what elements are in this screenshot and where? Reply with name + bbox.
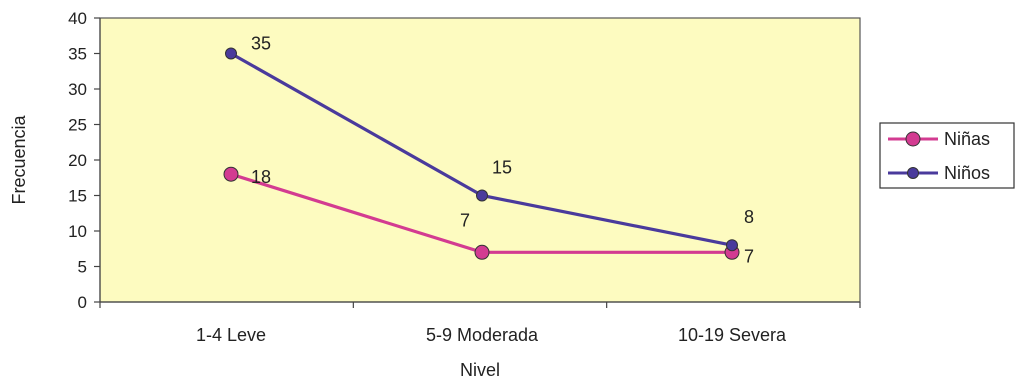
data-label: 7 [460,210,470,230]
legend-marker [907,167,919,179]
x-axis-title: Nivel [460,360,500,380]
data-point [225,47,237,60]
data-labels: 18 7 7 35 15 8 [251,34,754,267]
series-group [223,47,740,260]
x-ticks: 1-4 Leve 5-9 Moderada 10-19 Severa [99,302,861,345]
x-category-label: 10-19 Severa [678,325,787,345]
y-tick-label: 20 [68,151,87,170]
data-label: 8 [744,207,754,227]
y-tick-label: 35 [68,45,87,64]
x-category-label: 1-4 Leve [196,325,266,345]
y-tick-label: 10 [68,222,87,241]
legend-label: Niños [944,163,990,183]
y-tick-label: 30 [68,80,87,99]
data-label: 35 [251,34,271,54]
y-ticks: 0 5 10 15 20 25 30 35 40 [68,9,100,312]
legend-box [879,122,1015,189]
y-tick-label: 5 [78,258,87,277]
data-label: 18 [251,167,271,187]
data-point [726,239,738,252]
data-point [223,166,239,182]
data-label: 15 [492,158,512,178]
x-category-label: 5-9 Moderada [426,325,539,345]
data-label: 7 [744,246,754,266]
y-axis-title: Frecuencia [9,114,29,204]
y-tick-label: 15 [68,187,87,206]
legend: Niñas Niños [879,122,1015,189]
y-tick-label: 40 [68,9,87,28]
y-tick-label: 25 [68,116,87,135]
y-tick-label: 0 [78,293,87,312]
legend-label: Niñas [944,129,990,149]
legend-marker [905,131,921,147]
data-point [474,244,490,260]
data-point [476,189,488,202]
